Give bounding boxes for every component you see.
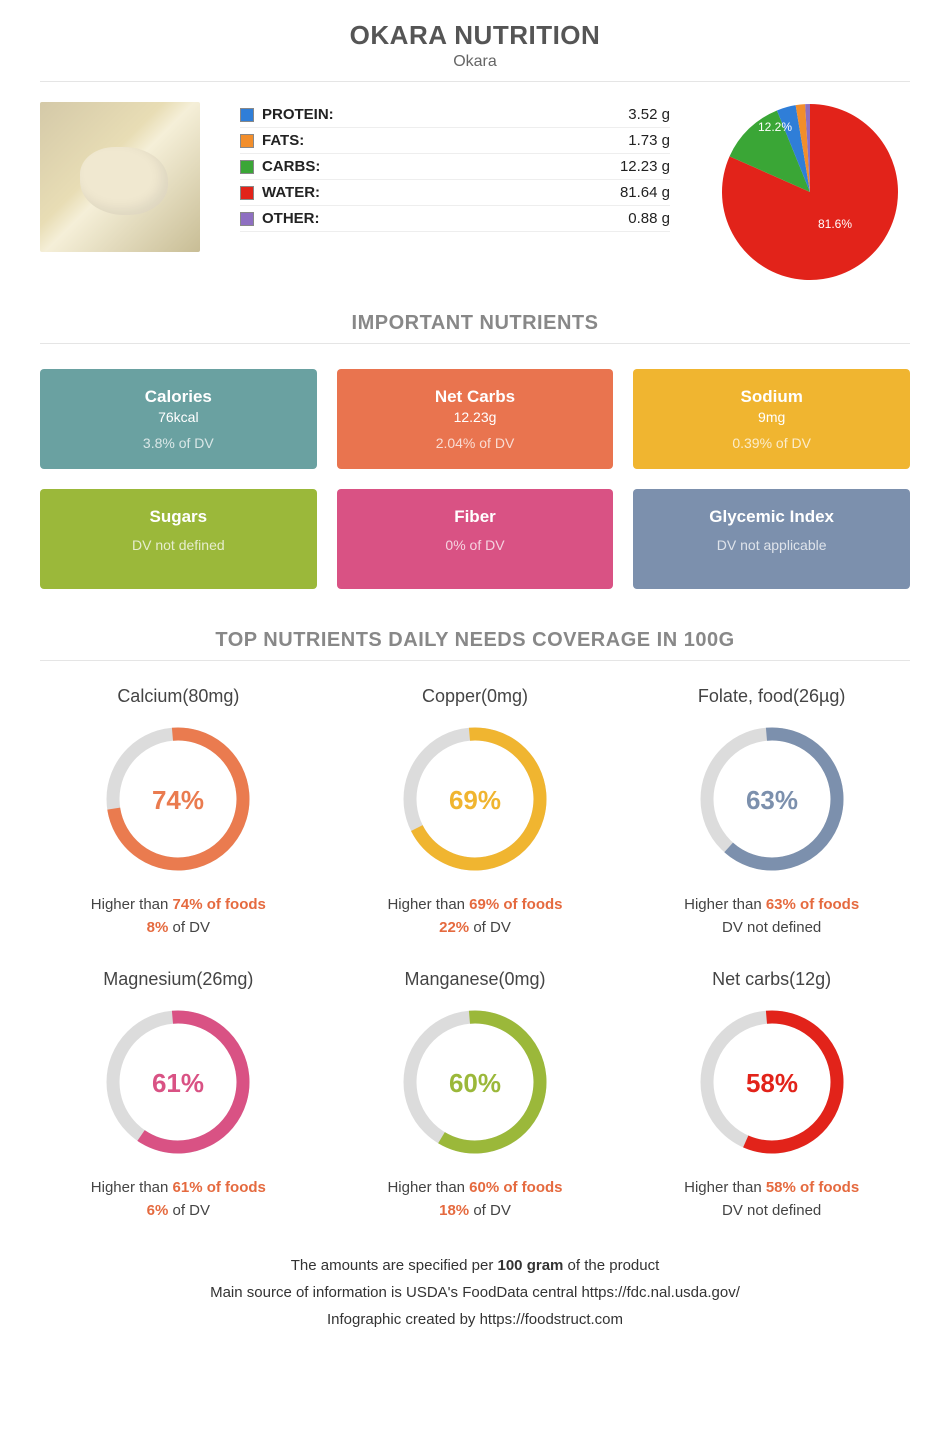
card-dv: DV not defined bbox=[50, 537, 307, 553]
donut-pct: 58% bbox=[746, 1068, 798, 1098]
pie-label: 81.6% bbox=[818, 217, 852, 231]
donut-label: Calcium(80mg) bbox=[40, 686, 317, 707]
donut-footer: Higher than 61% of foods6% of DV bbox=[40, 1177, 317, 1222]
card-dv: 2.04% of DV bbox=[347, 435, 604, 451]
top-row: PROTEIN:3.52 gFATS:1.73 gCARBS:12.23 gWA… bbox=[40, 102, 910, 282]
donut-pct: 61% bbox=[152, 1068, 204, 1098]
donut-label: Net carbs(12g) bbox=[633, 969, 910, 990]
macro-label: OTHER: bbox=[262, 210, 628, 227]
macro-value: 3.52 g bbox=[628, 106, 670, 123]
macro-swatch bbox=[240, 108, 254, 122]
donut-footer: Higher than 58% of foodsDV not defined bbox=[633, 1177, 910, 1222]
footer-line-3: Infographic created by https://foodstruc… bbox=[40, 1306, 910, 1333]
donut-svg: 61% bbox=[98, 1002, 258, 1162]
macro-row: FATS:1.73 g bbox=[240, 128, 670, 154]
pie-chart: 81.6% 12.2% bbox=[710, 102, 910, 282]
card-value: 76kcal bbox=[50, 409, 307, 425]
donut-footer: Higher than 69% of foods22% of DV bbox=[337, 894, 614, 939]
donut-footer: Higher than 60% of foods18% of DV bbox=[337, 1177, 614, 1222]
macro-table: PROTEIN:3.52 gFATS:1.73 gCARBS:12.23 gWA… bbox=[240, 102, 670, 232]
donut-pct: 63% bbox=[746, 785, 798, 815]
macro-value: 81.64 g bbox=[620, 184, 670, 201]
card-title: Calories bbox=[50, 387, 307, 407]
page-subtitle: Okara bbox=[40, 53, 910, 82]
card-title: Sugars bbox=[50, 507, 307, 527]
macro-value: 1.73 g bbox=[628, 132, 670, 149]
macro-swatch bbox=[240, 186, 254, 200]
donut-label: Magnesium(26mg) bbox=[40, 969, 317, 990]
macro-row: WATER:81.64 g bbox=[240, 180, 670, 206]
footer: The amounts are specified per 100 gram o… bbox=[40, 1252, 910, 1333]
macro-swatch bbox=[240, 134, 254, 148]
nutrient-card: Glycemic Index DV not applicable bbox=[633, 489, 910, 589]
food-image bbox=[40, 102, 200, 252]
macro-value: 0.88 g bbox=[628, 210, 670, 227]
card-dv: DV not applicable bbox=[643, 537, 900, 553]
macro-swatch bbox=[240, 212, 254, 226]
footer-line-1: The amounts are specified per 100 gram o… bbox=[40, 1252, 910, 1279]
donut-label: Copper(0mg) bbox=[337, 686, 614, 707]
donut-label: Folate, food(26µg) bbox=[633, 686, 910, 707]
card-dv: 0% of DV bbox=[347, 537, 604, 553]
macro-label: FATS: bbox=[262, 132, 628, 149]
macro-swatch bbox=[240, 160, 254, 174]
donut-pct: 69% bbox=[449, 785, 501, 815]
donut-item: Calcium(80mg) 74% Higher than 74% of foods… bbox=[40, 686, 317, 939]
macro-row: CARBS:12.23 g bbox=[240, 154, 670, 180]
nutrient-cards: Calories 76kcal 3.8% of DV Net Carbs 12.23g 2… bbox=[40, 369, 910, 589]
card-title: Fiber bbox=[347, 507, 604, 527]
donut-label: Manganese(0mg) bbox=[337, 969, 614, 990]
macro-row: PROTEIN:3.52 g bbox=[240, 102, 670, 128]
section-top-title: TOP NUTRIENTS DAILY NEEDS COVERAGE IN 10… bbox=[40, 629, 910, 661]
donut-svg: 69% bbox=[395, 719, 555, 879]
donut-footer: Higher than 63% of foodsDV not defined bbox=[633, 894, 910, 939]
macro-value: 12.23 g bbox=[620, 158, 670, 175]
section-important-title: IMPORTANT NUTRIENTS bbox=[40, 312, 910, 344]
card-value: 9mg bbox=[643, 409, 900, 425]
nutrient-card: Sodium 9mg 0.39% of DV bbox=[633, 369, 910, 469]
card-value: 12.23g bbox=[347, 409, 604, 425]
pie-label: 12.2% bbox=[758, 120, 792, 134]
macro-label: PROTEIN: bbox=[262, 106, 628, 123]
pie-svg bbox=[710, 102, 910, 282]
donut-item: Folate, food(26µg) 63% Higher than 63% of … bbox=[633, 686, 910, 939]
macro-row: OTHER:0.88 g bbox=[240, 206, 670, 232]
donut-pct: 74% bbox=[152, 785, 204, 815]
card-title: Net Carbs bbox=[347, 387, 604, 407]
donut-item: Manganese(0mg) 60% Higher than 60% of food… bbox=[337, 969, 614, 1222]
donut-svg: 74% bbox=[98, 719, 258, 879]
nutrient-card: Sugars DV not defined bbox=[40, 489, 317, 589]
donut-grid: Calcium(80mg) 74% Higher than 74% of foods… bbox=[40, 686, 910, 1222]
donut-pct: 60% bbox=[449, 1068, 501, 1098]
macro-label: WATER: bbox=[262, 184, 620, 201]
nutrient-card: Net Carbs 12.23g 2.04% of DV bbox=[337, 369, 614, 469]
donut-svg: 58% bbox=[692, 1002, 852, 1162]
page-title: OKARA NUTRITION bbox=[40, 20, 910, 51]
card-dv: 3.8% of DV bbox=[50, 435, 307, 451]
donut-svg: 63% bbox=[692, 719, 852, 879]
macro-label: CARBS: bbox=[262, 158, 620, 175]
donut-item: Copper(0mg) 69% Higher than 69% of foods22… bbox=[337, 686, 614, 939]
card-dv: 0.39% of DV bbox=[643, 435, 900, 451]
footer-line-2: Main source of information is USDA's Foo… bbox=[40, 1279, 910, 1306]
card-title: Glycemic Index bbox=[643, 507, 900, 527]
donut-item: Net carbs(12g) 58% Higher than 58% of food… bbox=[633, 969, 910, 1222]
donut-item: Magnesium(26mg) 61% Higher than 61% of foo… bbox=[40, 969, 317, 1222]
donut-svg: 60% bbox=[395, 1002, 555, 1162]
donut-footer: Higher than 74% of foods8% of DV bbox=[40, 894, 317, 939]
nutrient-card: Fiber 0% of DV bbox=[337, 489, 614, 589]
nutrient-card: Calories 76kcal 3.8% of DV bbox=[40, 369, 317, 469]
card-title: Sodium bbox=[643, 387, 900, 407]
